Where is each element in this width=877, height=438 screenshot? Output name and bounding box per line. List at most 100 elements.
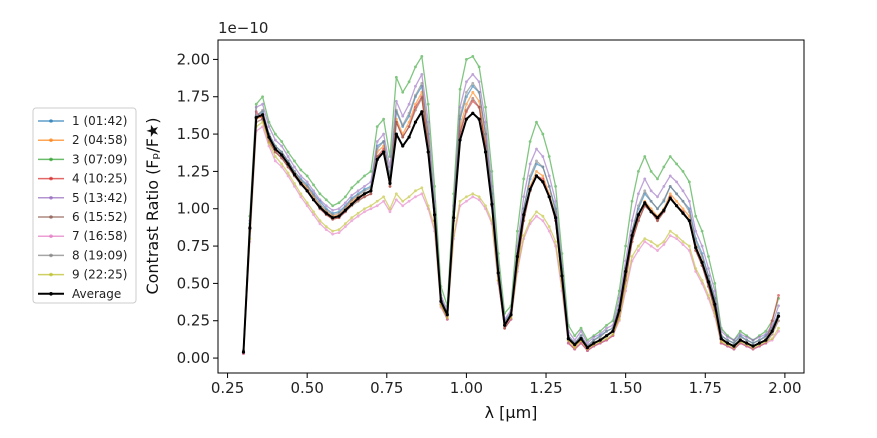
data-point — [681, 189, 685, 193]
data-point — [350, 193, 354, 197]
data-point — [503, 326, 507, 330]
data-point — [388, 184, 392, 188]
data-point — [738, 329, 742, 333]
data-point — [407, 125, 411, 129]
data-point — [579, 329, 583, 333]
data-point — [273, 155, 277, 158]
data-point — [356, 180, 360, 184]
data-point — [636, 213, 640, 217]
legend-marker — [49, 253, 53, 258]
data-point — [324, 225, 328, 229]
data-point — [471, 195, 475, 199]
data-point — [668, 155, 672, 158]
data-point — [687, 210, 691, 214]
data-point — [363, 207, 366, 211]
data-point — [662, 208, 666, 212]
data-point — [668, 174, 672, 178]
legend-marker — [49, 138, 53, 142]
data-point — [751, 338, 755, 342]
data-point — [675, 204, 679, 208]
legend-marker — [49, 292, 53, 296]
data-point — [248, 226, 252, 230]
data-point — [725, 341, 730, 345]
data-point — [528, 140, 532, 143]
data-point — [312, 183, 315, 187]
legend-label: 3 (07:09) — [72, 152, 127, 166]
data-point — [426, 120, 430, 124]
data-point — [604, 334, 609, 338]
data-point — [751, 344, 755, 348]
data-point — [293, 165, 296, 169]
data-point — [681, 207, 685, 211]
data-point — [694, 214, 698, 218]
data-point — [477, 65, 481, 69]
data-point — [541, 155, 545, 158]
data-point — [649, 240, 653, 243]
data-point — [401, 204, 405, 208]
data-point — [267, 141, 271, 145]
data-point — [337, 207, 341, 211]
y-tick-label: 1.25 — [177, 162, 210, 180]
data-point — [528, 219, 532, 223]
data-point — [401, 123, 405, 127]
data-point — [388, 207, 392, 211]
data-point — [662, 198, 666, 202]
data-point — [465, 195, 468, 199]
data-point — [522, 195, 526, 199]
data-point — [356, 199, 360, 203]
data-point — [280, 162, 284, 166]
data-point — [649, 189, 653, 193]
data-point — [764, 332, 768, 336]
data-point — [636, 192, 640, 196]
data-point — [662, 243, 666, 246]
x-tick-label: 0.25 — [211, 379, 244, 397]
data-point — [471, 111, 475, 115]
data-point — [312, 189, 315, 193]
data-point — [465, 199, 468, 203]
data-point — [350, 186, 354, 190]
data-point — [541, 174, 545, 178]
data-point — [299, 174, 303, 178]
legend-marker — [49, 157, 53, 162]
data-point — [311, 198, 316, 202]
data-point — [732, 341, 736, 345]
data-point — [439, 299, 443, 303]
data-point — [477, 117, 481, 121]
data-point — [331, 216, 335, 220]
y-tick-label: 1.00 — [177, 200, 210, 218]
data-point — [445, 313, 449, 317]
data-point — [758, 335, 761, 339]
data-point — [337, 211, 341, 215]
y-tick-label: 0.75 — [177, 237, 210, 255]
data-point — [280, 140, 284, 143]
data-point — [687, 180, 691, 184]
data-point — [675, 234, 679, 238]
data-point — [318, 192, 322, 196]
data-point — [707, 267, 710, 270]
data-point — [541, 214, 545, 218]
data-point — [694, 229, 698, 233]
data-point — [305, 184, 309, 188]
data-point — [681, 199, 685, 203]
legend-frame — [32, 107, 137, 304]
data-point — [496, 271, 500, 275]
data-point — [675, 162, 679, 166]
data-point — [273, 147, 277, 151]
data-point — [477, 80, 481, 84]
data-point — [394, 192, 398, 196]
data-point — [465, 90, 468, 94]
data-point — [414, 189, 417, 193]
data-point — [261, 108, 264, 112]
data-point — [573, 338, 577, 342]
data-point — [598, 338, 602, 342]
data-point — [465, 108, 468, 112]
legend: 1 (01:42) 2 (04:58) 3 (07:09) 4 (10:25) 5 (1… — [32, 107, 137, 304]
data-point — [687, 219, 691, 223]
data-point — [465, 102, 468, 106]
x-axis: 0.25 0.50 0.75 1.00 1.25 1.50 1.75 2.00 — [211, 373, 802, 397]
data-point — [605, 326, 608, 330]
data-point — [343, 225, 347, 229]
data-point — [707, 255, 710, 258]
data-point — [280, 144, 284, 148]
